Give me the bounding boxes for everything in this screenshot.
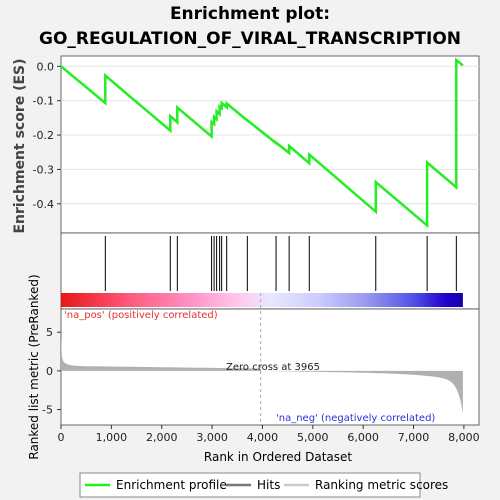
x-tick-label: 7,000 (398, 431, 430, 444)
chart-title-line2: GO_REGULATION_OF_VIRAL_TRANSCRIPTION (39, 29, 461, 49)
metric-ylabel: Ranked list metric (PreRanked) (27, 274, 41, 459)
x-tick-label: 6,000 (347, 431, 379, 444)
es-ytick-label: -0.2 (33, 129, 54, 142)
ranking-heatmap-bar (61, 293, 463, 307)
es-ylabel: Enrichment score (ES) (12, 58, 28, 233)
x-tick-label: 3,000 (196, 431, 228, 444)
neg-correlated-label: 'na_neg' (negatively correlated) (276, 413, 435, 424)
x-axis-label: Rank in Ordered Dataset (204, 450, 352, 464)
chart-title-line1: Enrichment plot: (170, 4, 330, 24)
es-ytick-label: 0.0 (37, 60, 55, 73)
x-tick-label: 1,000 (96, 431, 128, 444)
x-tick-label: 4,000 (247, 431, 279, 444)
zero-cross-label: Zero cross at 3965 (226, 362, 320, 373)
legend-label-enrichment-profile: Enrichment profile (116, 478, 227, 492)
es-ytick-label: -0.4 (33, 198, 54, 211)
legend-label-hits: Hits (257, 478, 280, 492)
metric-ytick-label: 5 (46, 326, 53, 339)
es-ytick-label: -0.3 (33, 163, 54, 176)
legend: Enrichment profile Hits Ranking metric s… (79, 472, 448, 498)
x-tick-label: 5,000 (297, 431, 329, 444)
es-ytick-label: -0.1 (33, 95, 54, 108)
legend-label-ranking-metric: Ranking metric scores (315, 478, 448, 492)
x-tick-label: 8,000 (448, 431, 480, 444)
metric-ytick-label: -5 (42, 404, 53, 417)
pos-correlated-label: 'na_pos' (positively correlated) (64, 310, 218, 321)
x-tick-label: 2,000 (146, 431, 178, 444)
enrichment-profile-line (60, 57, 464, 229)
es-panel (60, 55, 480, 234)
metric-ytick-label: 0 (46, 365, 53, 378)
x-tick-label: 0 (58, 431, 65, 444)
